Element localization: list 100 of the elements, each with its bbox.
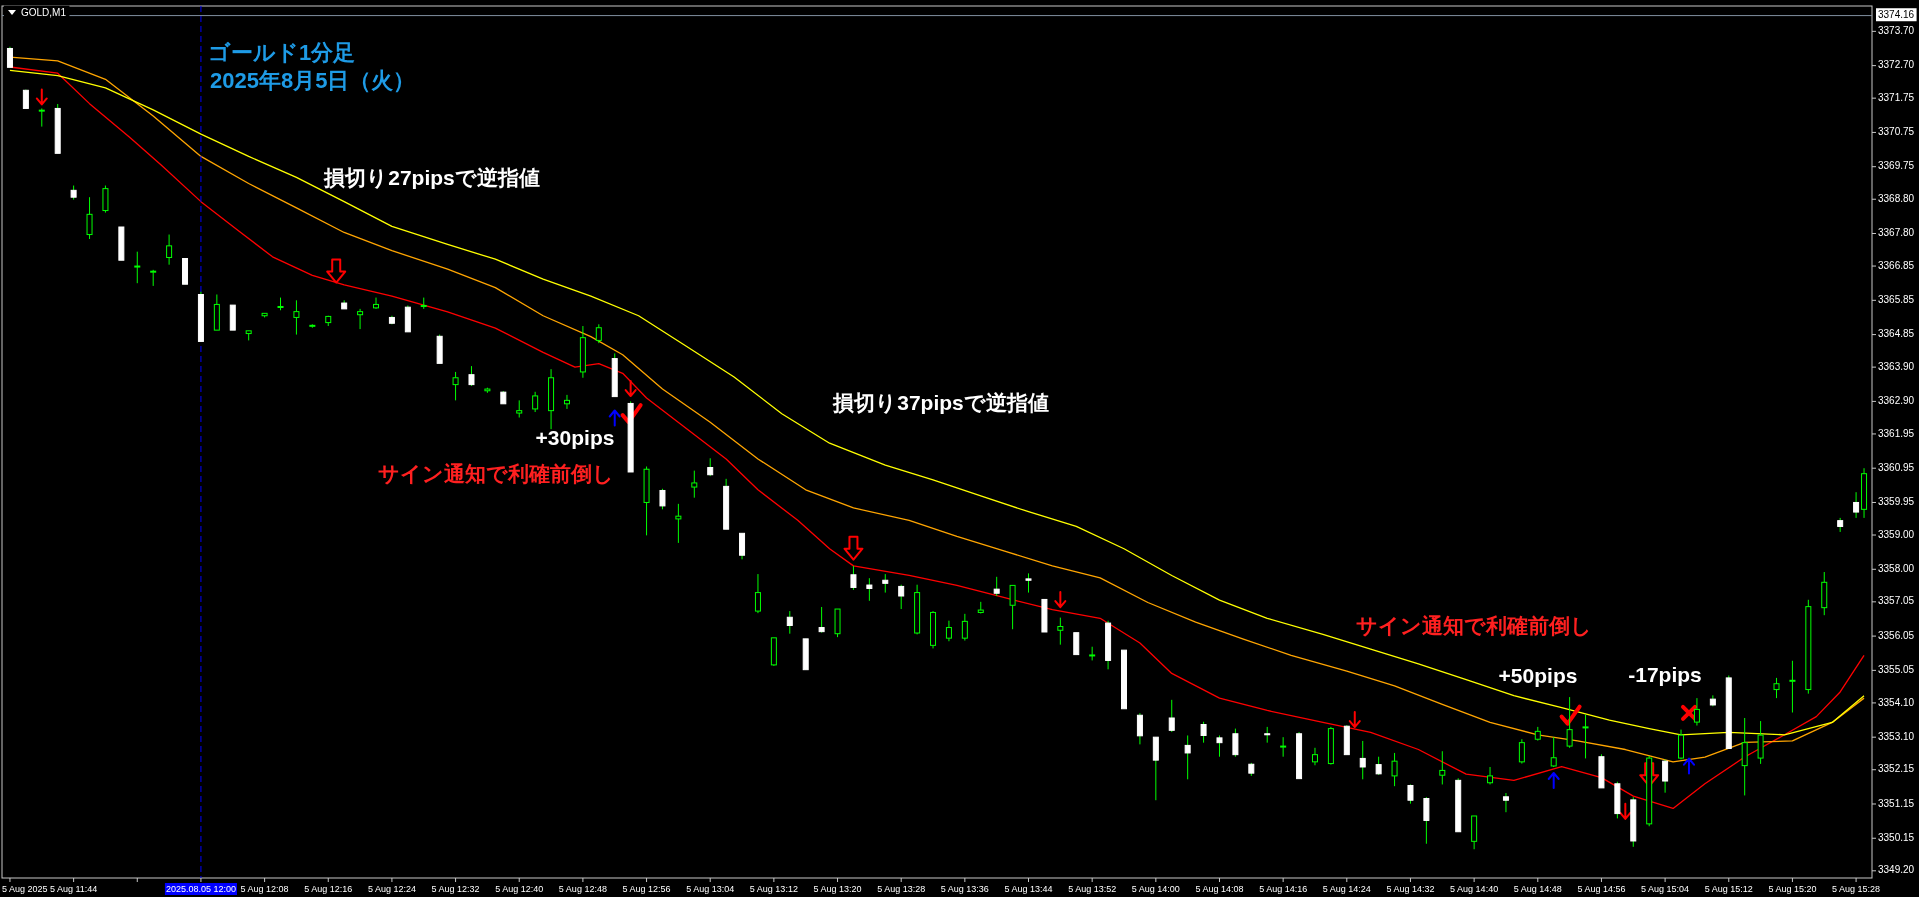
y-tick-label: 3356.05: [1878, 629, 1915, 641]
point: [1680, 704, 1697, 721]
y-tick-label: 3355.05: [1878, 664, 1915, 676]
annotation: +50pips: [1498, 663, 1578, 687]
candlestick: [961, 613, 968, 642]
annotation: サイン通知で利確前倒し: [378, 461, 614, 485]
y-tick-label: 3371.75: [1878, 91, 1915, 103]
candlestick: [1073, 632, 1080, 656]
x-tick-label: 5 Aug 12:16: [304, 884, 353, 894]
x-tick-label: 5 Aug 12:08: [240, 884, 289, 894]
candlestick: [945, 620, 952, 642]
y-tick-label: 3349.20: [1878, 864, 1915, 876]
x-tick-label: 5 Aug 14:24: [1322, 884, 1371, 894]
candlestick: [1566, 696, 1573, 749]
x-tick-label: 5 Aug 12:32: [431, 884, 480, 894]
candlestick: [1518, 738, 1525, 765]
candlestick: [1773, 677, 1780, 699]
point: [1547, 772, 1560, 790]
candlestick: [452, 371, 459, 401]
point: [624, 380, 637, 398]
candlestick: [1200, 721, 1207, 744]
y-tick-label: 3359.95: [1878, 496, 1915, 508]
x-tick-label: 5 Aug 12:48: [558, 884, 607, 894]
candlestick: [1741, 717, 1748, 796]
y-tick-label: 3367.80: [1878, 227, 1915, 239]
candlestick: [1184, 734, 1191, 780]
candlestick: [373, 297, 379, 310]
x-tick-label: 5 Aug 15:20: [1768, 884, 1817, 894]
candlestick: [1550, 736, 1557, 768]
y-tick-label: 3358.00: [1878, 562, 1915, 574]
x-tick-label: 5 Aug 15:12: [1704, 884, 1753, 894]
y-tick-label: 3369.75: [1878, 160, 1915, 172]
x-tick-label: 5 Aug 14:40: [1450, 884, 1499, 894]
candlestick: [739, 532, 746, 560]
candlestick: [1168, 699, 1175, 733]
ref-line-label: 3374.16: [1878, 9, 1915, 21]
candlestick: [357, 308, 364, 330]
y-tick-label: 3373.70: [1878, 25, 1915, 36]
candlestick: [1853, 491, 1860, 519]
candlestick: [1359, 740, 1366, 780]
candlestick: [293, 299, 300, 336]
candlestick: [1391, 752, 1398, 787]
y-tick-label: 3364.85: [1878, 328, 1915, 340]
candlestick: [134, 251, 141, 284]
candlestick: [1487, 766, 1494, 785]
annotation: GOLD,M1: [21, 6, 67, 18]
candlestick: [595, 323, 602, 344]
candlestick: [993, 576, 1000, 597]
y-tick-label: 3351.15: [1878, 797, 1915, 809]
point: [1348, 711, 1361, 729]
x-tick-label: 5 Aug 15:04: [1641, 884, 1690, 894]
x-tick-label: 5 Aug 13:44: [1004, 884, 1053, 894]
candlestick: [850, 565, 857, 591]
annotation: +30pips: [535, 425, 615, 449]
candlestick: [1582, 714, 1589, 759]
x-tick-label: 5 Aug 13:12: [749, 884, 798, 894]
candlestick: [1216, 734, 1223, 758]
candlestick: [468, 365, 475, 387]
x-tick-label: 5 Aug 14:08: [1195, 884, 1244, 894]
candlestick: [898, 584, 905, 610]
candlestick: [1439, 750, 1446, 785]
candlestick: [1423, 796, 1430, 845]
x-tick-label: 5 Aug 14:00: [1131, 884, 1180, 894]
x-tick-label: 5 Aug 12:24: [367, 884, 416, 894]
candlestick: [86, 196, 93, 240]
ref-line-label: 2025.08.05 12:00: [165, 884, 236, 894]
candlestick: [1057, 617, 1064, 646]
candlestick: [1375, 756, 1382, 776]
candlestick: [1678, 729, 1685, 760]
x-tick-label: 5 Aug 14:32: [1386, 884, 1435, 894]
candlestick: [1025, 572, 1032, 594]
candlestick: [786, 610, 793, 635]
x-tick-label: 5 Aug 11:44: [49, 884, 98, 894]
x-tick-label: 5 Aug 12:40: [495, 884, 544, 894]
annotation: 損切り37pipsで逆指値: [832, 390, 1049, 414]
y-tick-label: 3360.95: [1878, 461, 1915, 473]
annotation: サイン通知で利確前倒し: [1356, 613, 1592, 637]
text: ゴールド1分足: [208, 40, 356, 65]
point: [1054, 591, 1067, 609]
y-tick-label: 3353.10: [1878, 730, 1915, 742]
candlestick: [102, 185, 109, 214]
x-tick-label: 5 Aug 13:28: [877, 884, 926, 894]
candlestick: [1009, 584, 1016, 630]
candlestick: [38, 107, 45, 128]
y-tick-label: 3366.85: [1878, 259, 1915, 271]
point: [1682, 757, 1695, 775]
x-tick-label: 5 Aug 12:56: [622, 884, 671, 894]
y-tick-label: 3372.70: [1878, 59, 1915, 71]
candlestick: [1280, 736, 1287, 758]
y-tick-label: 3350.15: [1878, 831, 1915, 843]
y-tick-label: 3365.85: [1878, 293, 1915, 305]
candlestick: [659, 488, 666, 510]
annotation: -17pips: [1628, 662, 1702, 686]
point: [326, 258, 347, 284]
x-tick-label: 5 Aug 13:04: [686, 884, 735, 894]
candlestick: [1136, 712, 1143, 745]
y-tick-label: 3357.05: [1878, 595, 1915, 607]
candlestick: [1311, 747, 1318, 766]
candlestick: [882, 573, 889, 594]
y-tick-label: 3352.15: [1878, 763, 1915, 775]
